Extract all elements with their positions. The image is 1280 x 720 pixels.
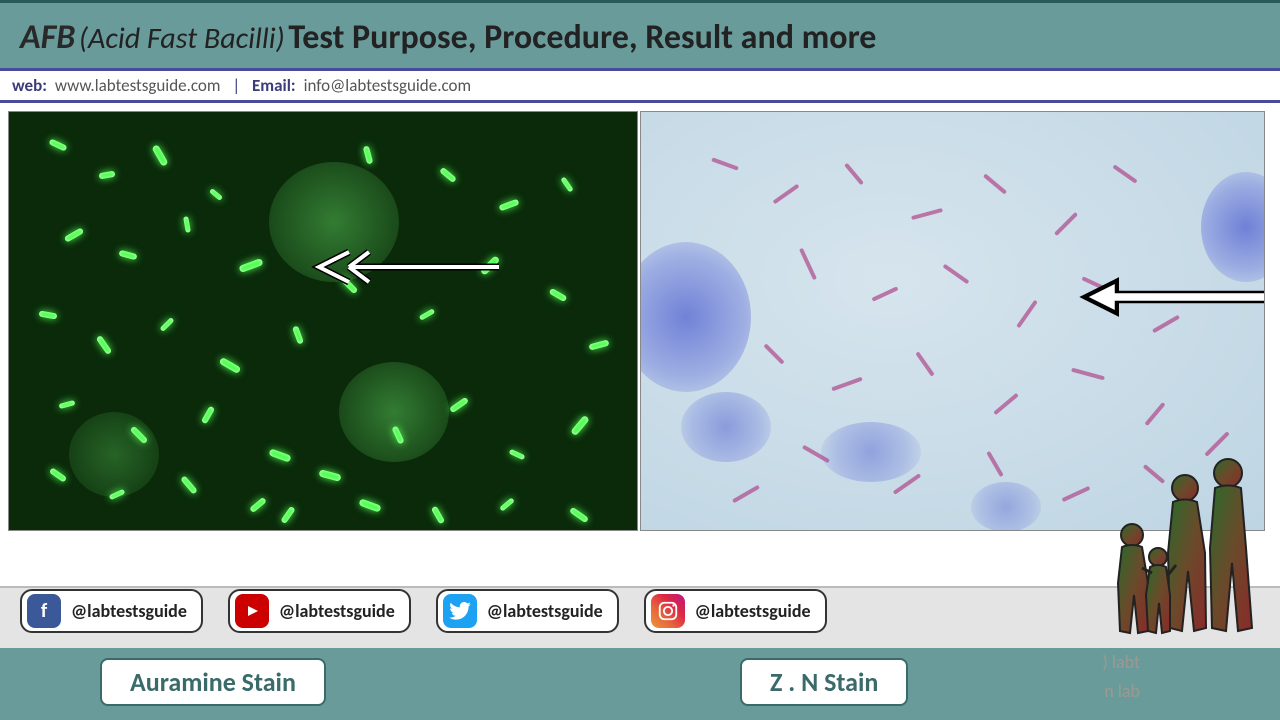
family-icon <box>1090 453 1270 638</box>
web-url: www.labtestsguide.com <box>55 75 221 96</box>
instagram-pill[interactable]: @labtestsguide <box>644 589 827 633</box>
social-row: f @labtestsguide @labtestsguide @labtest… <box>20 589 827 633</box>
youtube-icon <box>235 594 269 628</box>
title-expansion: (Acid Fast Bacilli) <box>79 20 285 57</box>
youtube-pill[interactable]: @labtestsguide <box>228 589 411 633</box>
instagram-handle: @labtestsguide <box>695 600 811 622</box>
watermark-text: ) labt n lab <box>1102 648 1140 706</box>
title-abbrev: AFB <box>20 17 75 58</box>
auramine-panel <box>8 111 638 531</box>
facebook-icon: f <box>27 594 61 628</box>
email-label: Email: <box>252 75 296 96</box>
zn-label: Z . N Stain <box>740 658 908 706</box>
auramine-arrow-icon <box>309 242 509 292</box>
separator: | <box>228 75 244 96</box>
twitter-handle: @labtestsguide <box>487 600 603 622</box>
email-value: info@labtestsguide.com <box>304 75 472 96</box>
youtube-handle: @labtestsguide <box>279 600 395 622</box>
auramine-label: Auramine Stain <box>100 658 326 706</box>
title-rest: Test Purpose, Procedure, Result and more <box>288 17 876 58</box>
title-header: AFB (Acid Fast Bacilli) Test Purpose, Pr… <box>0 0 1280 68</box>
facebook-pill[interactable]: f @labtestsguide <box>20 589 203 633</box>
zn-arrow-icon <box>1076 272 1265 322</box>
instagram-icon <box>651 594 685 628</box>
facebook-handle: @labtestsguide <box>71 600 187 622</box>
contact-band: web: www.labtestsguide.com | Email: info… <box>0 68 1280 103</box>
web-label: web: <box>12 75 47 96</box>
twitter-icon <box>443 594 477 628</box>
twitter-pill[interactable]: @labtestsguide <box>436 589 619 633</box>
content-area: Auramine Stain Z . N Stain ) labt n lab … <box>0 103 1280 648</box>
